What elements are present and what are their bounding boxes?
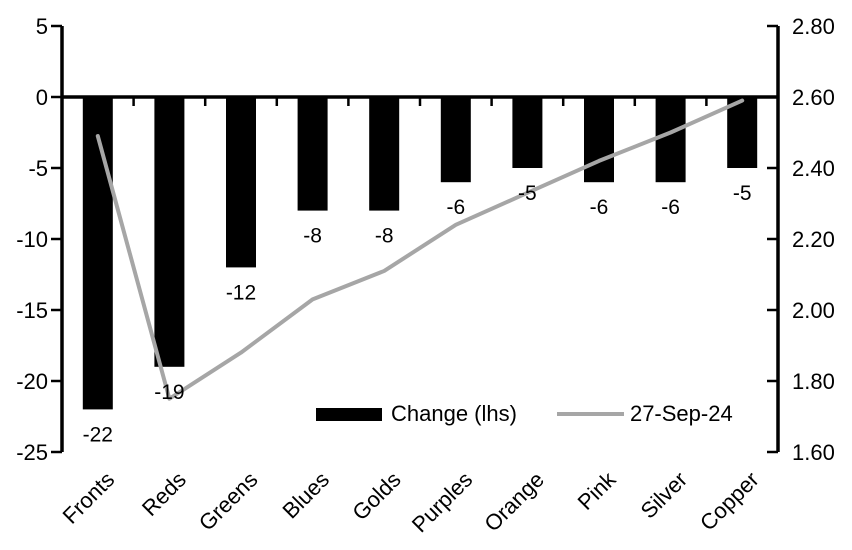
line-series-swatch <box>556 412 624 416</box>
bar-data-label: -6 <box>446 196 465 219</box>
bar-data-label: -5 <box>518 182 537 205</box>
category-label-pink: Pink <box>573 466 622 515</box>
left-axis-tick-label: -15 <box>16 298 48 323</box>
line-series <box>95 98 745 401</box>
right-axis-tick-label: 2.40 <box>792 156 835 181</box>
legend-item-line: 27-Sep-24 <box>556 401 733 427</box>
bar-copper <box>727 97 758 168</box>
line-series-label: 27-Sep-24 <box>629 401 733 426</box>
right-axis-tick-label: 2.60 <box>792 85 835 110</box>
bar-blues <box>297 97 328 211</box>
bar-reds <box>154 97 185 367</box>
bar-pink <box>584 97 614 183</box>
legend: Change (lhs) 27-Sep-24 <box>316 401 733 427</box>
bar-data-label: -22 <box>83 423 113 446</box>
bar-data-label: -5 <box>733 182 752 205</box>
category-label-blues: Blues <box>278 467 335 524</box>
category-label-copper: Copper <box>695 467 764 536</box>
bar-data-label: -6 <box>661 196 680 219</box>
category-label-reds: Reds <box>137 467 191 521</box>
bar-data-label: -8 <box>303 225 322 248</box>
bar-purples <box>440 97 471 183</box>
bar-golds <box>369 97 400 211</box>
category-label-silver: Silver <box>636 467 693 524</box>
category-label-golds: Golds <box>347 467 405 525</box>
category-label-purples: Purples <box>407 467 477 537</box>
right-axis-tick-label: 1.80 <box>792 369 835 394</box>
left-axis-tick-label: -20 <box>16 369 48 394</box>
category-label-orange: Orange <box>479 467 549 537</box>
left-axis-tick-label: 0 <box>36 85 48 110</box>
right-axis-tick-label: 1.60 <box>792 440 835 465</box>
bar-fronts <box>82 97 113 410</box>
right-axis-tick-label: 2.00 <box>792 298 835 323</box>
right-axis-tick-label: 2.20 <box>792 227 835 252</box>
category-label-greens: Greens <box>194 467 263 536</box>
bar-silver <box>655 97 686 183</box>
left-axis-tick-label: -5 <box>28 156 48 181</box>
bar-greens <box>226 97 256 268</box>
legend-item-bars: Change (lhs) <box>316 401 517 427</box>
bar-series-swatch <box>316 407 382 421</box>
left-axis-tick-label: 5 <box>36 14 48 39</box>
bar-orange <box>512 97 543 168</box>
bar-data-label: -8 <box>375 225 394 248</box>
bar-data-label: -12 <box>226 281 256 304</box>
left-axis-tick-label: -25 <box>16 440 48 465</box>
bar-series-label: Change (lhs) <box>391 401 517 426</box>
bar-data-label: -6 <box>590 196 609 219</box>
left-axis-tick-label: -10 <box>16 227 48 252</box>
category-label-fronts: Fronts <box>58 467 120 529</box>
bar-data-label: -19 <box>154 381 184 404</box>
right-axis-tick-label: 2.80 <box>792 14 835 39</box>
